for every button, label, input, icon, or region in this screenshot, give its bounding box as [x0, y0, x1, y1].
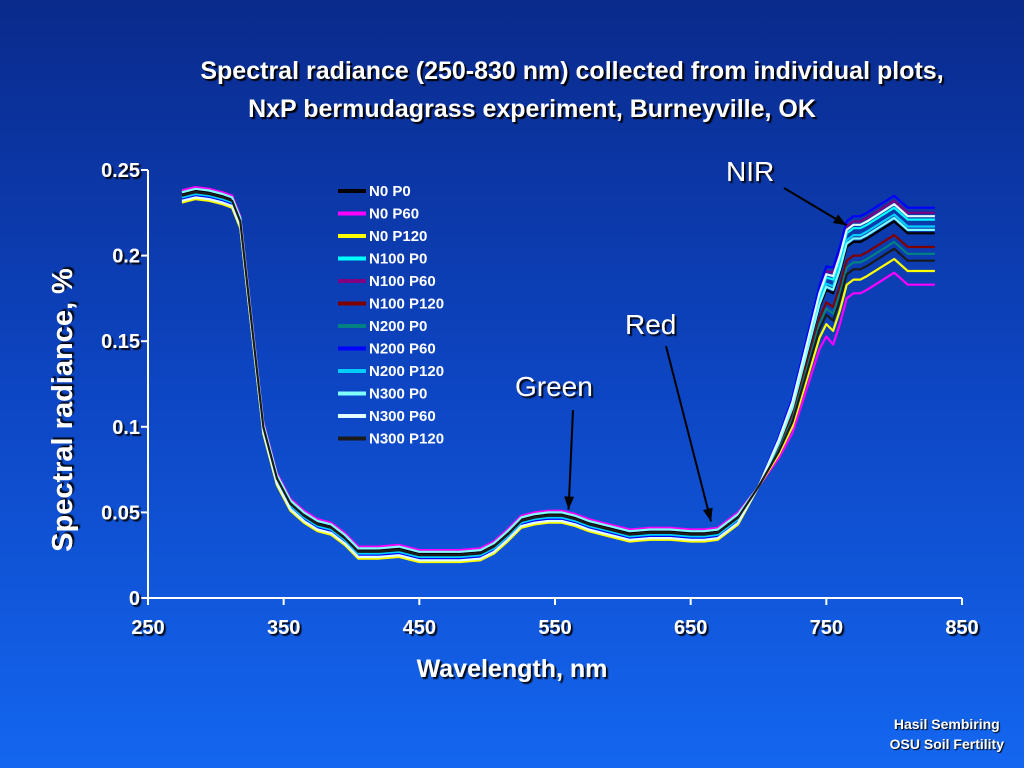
series-line-1 — [181, 186, 935, 552]
legend-label: N200 P60 — [369, 341, 436, 358]
x-tick-label: 250 — [131, 617, 164, 639]
legend-label: N300 P0 — [369, 386, 427, 403]
annotation-arrow — [665, 345, 712, 522]
annotation-label-red: Red — [625, 309, 676, 340]
chart-title: Spectral radiance (250-830 nm) collected… — [0, 52, 1024, 128]
annotation-label-green: Green — [515, 371, 593, 402]
y-tick-label: 0.05 — [101, 502, 140, 524]
annotation-arrowhead — [564, 496, 575, 510]
y-axis-label: Spectral radiance, % — [47, 268, 79, 552]
x-tick-label: 650 — [674, 617, 707, 639]
credit-group: OSU Soil Fertility — [889, 736, 1004, 752]
legend-label: N200 P0 — [369, 318, 427, 335]
annotation-label-nir: NIR — [726, 156, 774, 187]
legend-label: N0 P120 — [369, 228, 427, 245]
y-tick-label: 0.15 — [101, 331, 140, 353]
legend: N0 P0 N0 P60 N0 P120 N100 P0 N100 P60 N100 P1… — [338, 183, 444, 448]
y-tick-label: 0.2 — [112, 246, 140, 268]
x-tick-label: 550 — [538, 617, 571, 639]
credit-block: Hasil Sembiring OSU Soil Fertility — [890, 714, 1004, 754]
y-ticks: 0 0.05 0.1 0.15 0.2 0.25 — [101, 160, 148, 610]
annotations: Green Red NIR — [515, 156, 848, 522]
legend-label: N0 P60 — [369, 206, 419, 223]
y-tick-label: 0.25 — [101, 160, 140, 182]
annotation-arrowhead — [832, 214, 847, 226]
annotation-arrow — [567, 409, 574, 510]
series-line-11 — [181, 191, 935, 557]
legend-label: N100 P60 — [369, 273, 436, 290]
legend-label: N100 P120 — [369, 296, 444, 313]
series-lines — [181, 186, 935, 564]
x-tick-label: 350 — [267, 617, 300, 639]
x-tick-label: 850 — [945, 617, 978, 639]
series-line-10 — [181, 196, 935, 562]
credit-author: Hasil Sembiring — [893, 716, 1000, 732]
title-line-1: Spectral radiance (250-830 nm) collected… — [200, 57, 944, 85]
legend-label: N200 P120 — [369, 363, 444, 380]
x-tick-label: 450 — [403, 617, 436, 639]
x-tick-label: 750 — [810, 617, 843, 639]
x-ticks: 250 350 450 550 650 750 850 — [131, 598, 979, 639]
annotation-arrowhead — [702, 507, 713, 522]
y-tick-label: 0.1 — [112, 417, 140, 439]
legend-label: N300 P120 — [369, 431, 444, 448]
y-tick-label: 0 — [129, 588, 140, 610]
series-line-9 — [181, 187, 935, 553]
legend-label: N100 P0 — [369, 251, 427, 268]
axes: 250 350 450 550 650 750 850 0 0.05 0.1 0.15 0.2 0.2… — [101, 160, 979, 639]
x-axis-label: Wavelength, nm — [417, 655, 608, 683]
legend-label: N300 P60 — [369, 408, 436, 425]
legend-label: N0 P0 — [369, 183, 411, 200]
title-line-2: NxP bermudagrass experiment, Burneyville… — [248, 95, 816, 123]
